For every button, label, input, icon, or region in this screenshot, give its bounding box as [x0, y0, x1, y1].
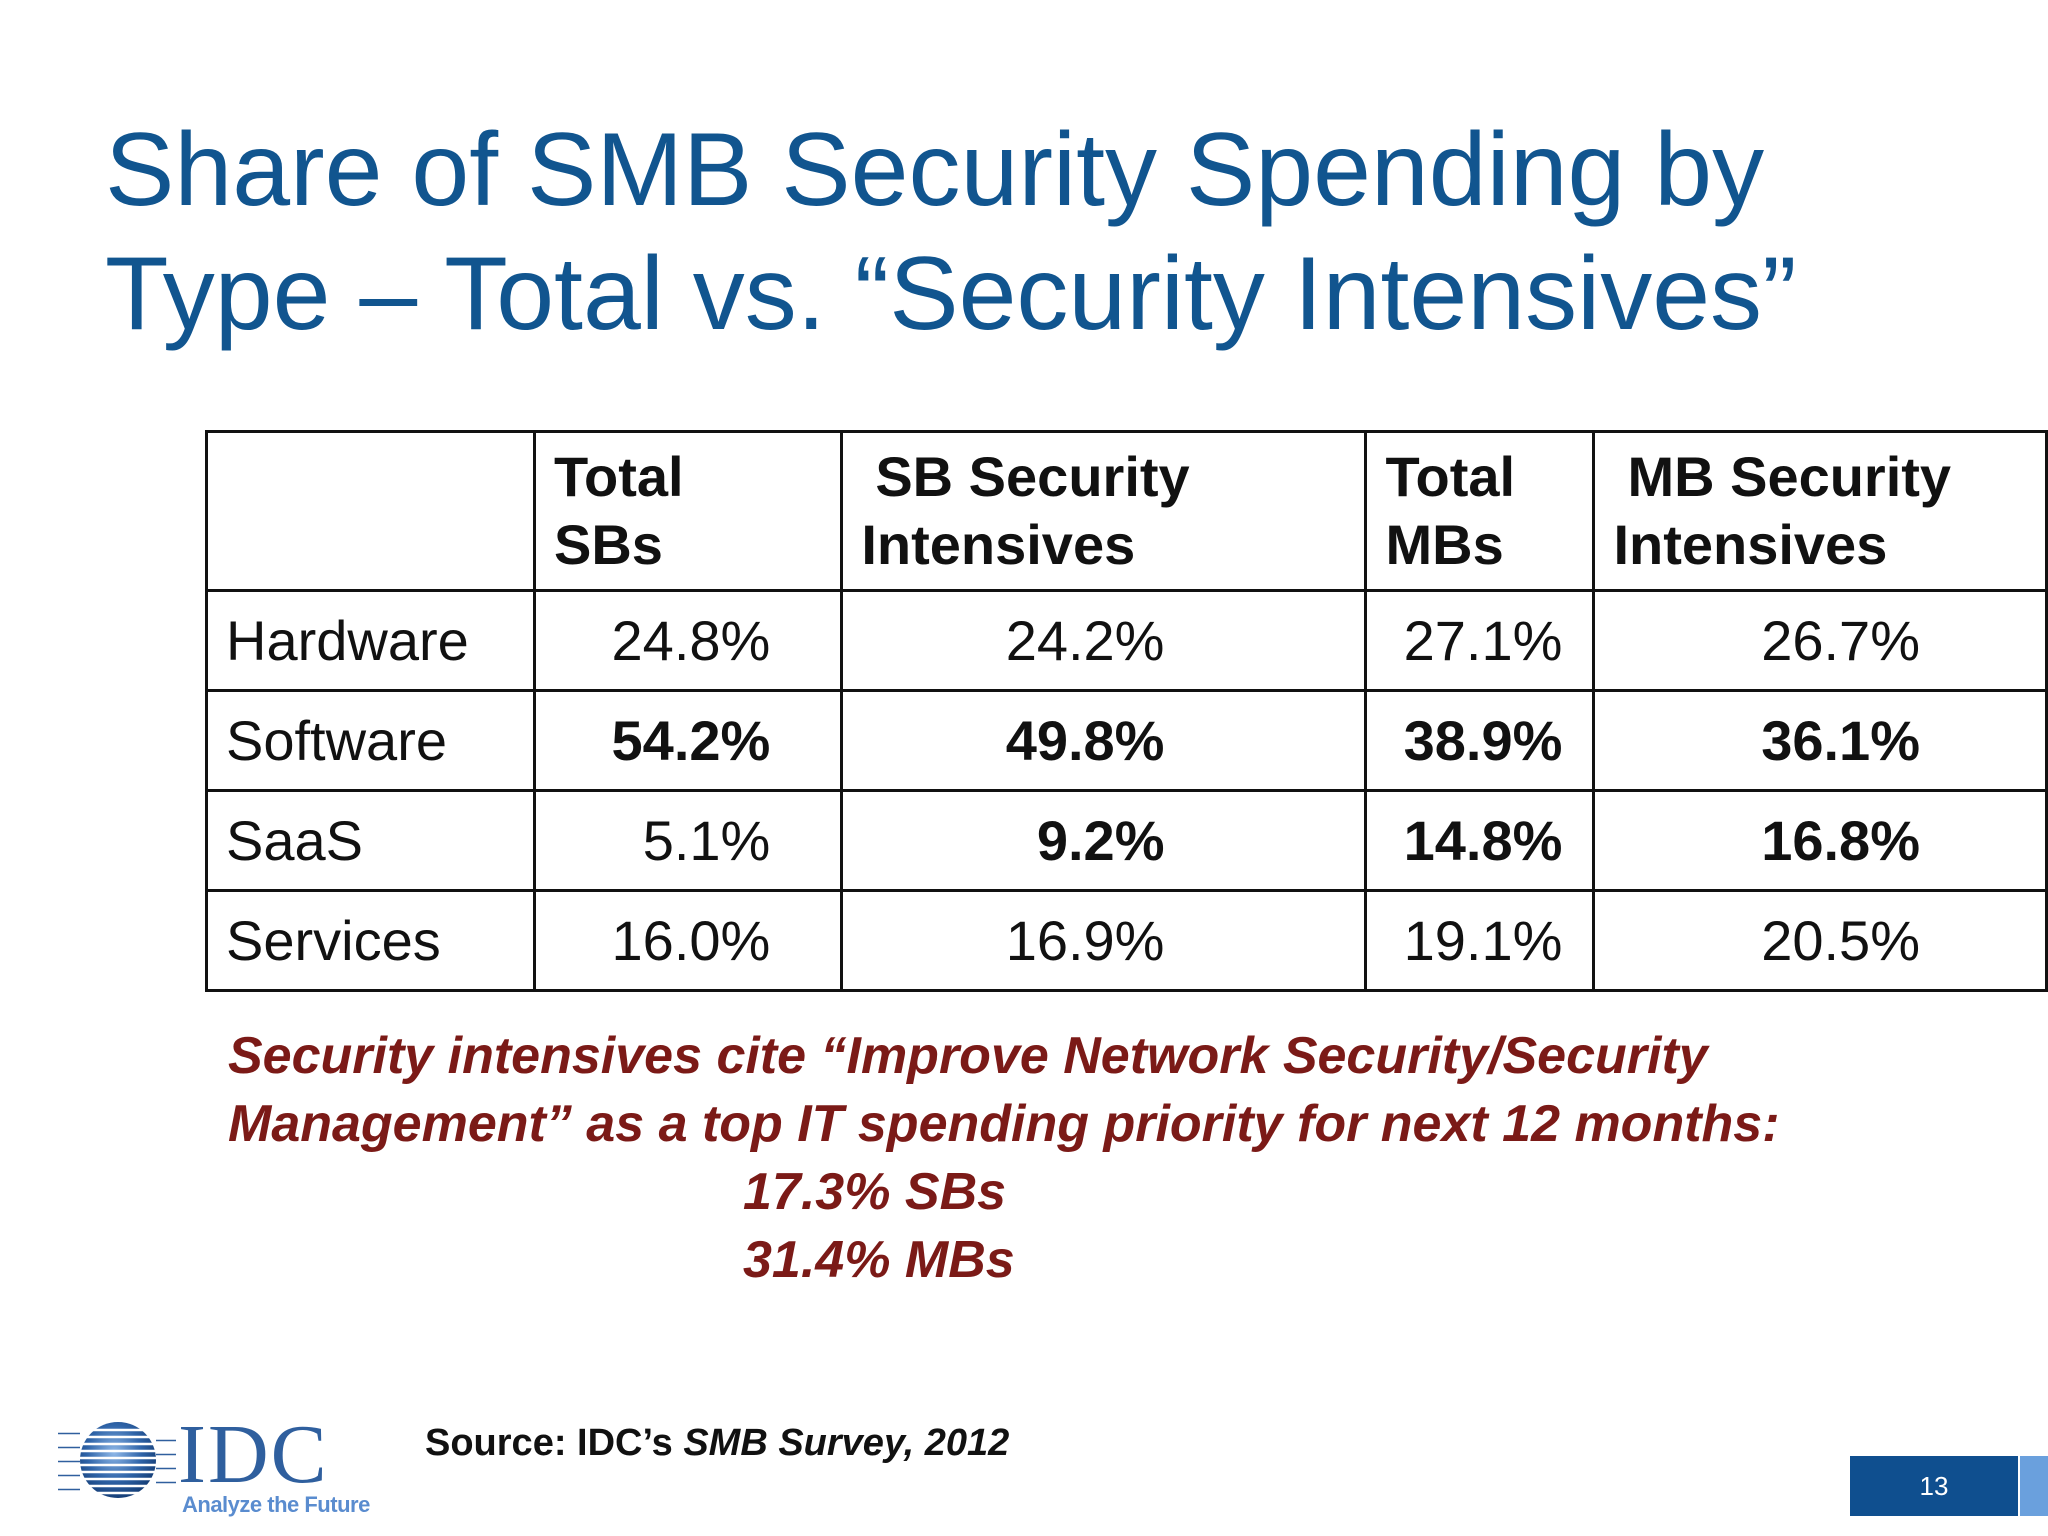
- cell-value: 38.9%: [1364, 689, 1596, 792]
- table-header-total-mbs: Total MBs: [1364, 430, 1596, 592]
- header-line: Total: [1385, 445, 1516, 508]
- header-line: MBs: [1385, 513, 1504, 576]
- table-header-row: Total SBs SB Security Intensives Total M…: [205, 430, 2048, 592]
- header-line: Intensives: [861, 513, 1136, 576]
- source-prefix: Source: IDC’s: [425, 1422, 684, 1464]
- title-line-1: Share of SMB Security Spending by: [105, 112, 1765, 228]
- globe-icon: [58, 1422, 176, 1498]
- cell-value: 16.8%: [1592, 789, 2048, 892]
- callout-note: Security intensives cite “Improve Networ…: [228, 1022, 1988, 1294]
- row-label: Software: [205, 689, 536, 792]
- page-number: 13: [1850, 1456, 2018, 1516]
- page-number-accent: [2020, 1456, 2048, 1516]
- header-line: Intensives: [1613, 513, 1888, 576]
- note-line-4: 31.4% MBs: [743, 1231, 1015, 1289]
- source-title: SMB Survey, 2012: [683, 1422, 1010, 1464]
- table-row-hardware: Hardware 24.8% 24.2% 27.1% 26.7%: [205, 589, 2048, 692]
- table-header-blank: [205, 430, 536, 592]
- table-header-sb-security-intensives: SB Security Intensives: [840, 430, 1368, 592]
- row-label: SaaS: [205, 789, 536, 892]
- cell-value: 16.0%: [532, 889, 844, 992]
- cell-value: 16.9%: [840, 889, 1368, 992]
- table-row-saas: SaaS 5.1% 9.2% 14.8% 16.8%: [205, 789, 2048, 892]
- table-row-software: Software 54.2% 49.8% 38.9% 36.1%: [205, 689, 2048, 792]
- logo-wordmark: IDC: [178, 1408, 329, 1501]
- row-label: Services: [205, 889, 536, 992]
- note-line-3: 17.3% SBs: [743, 1163, 1007, 1221]
- cell-value: 14.8%: [1364, 789, 1596, 892]
- header-line: Total: [553, 445, 684, 508]
- cell-value: 27.1%: [1364, 589, 1596, 692]
- cell-value: 49.8%: [840, 689, 1368, 792]
- cell-value: 54.2%: [532, 689, 844, 792]
- note-line-2: Management” as a top IT spending priorit…: [228, 1095, 1780, 1153]
- cell-value: 36.1%: [1592, 689, 2048, 792]
- cell-value: 5.1%: [532, 789, 844, 892]
- table-header-mb-security-intensives: MB Security Intensives: [1592, 430, 2048, 592]
- row-label: Hardware: [205, 589, 536, 692]
- table-row-services: Services 16.0% 16.9% 19.1% 20.5%: [205, 889, 2048, 992]
- cell-value: 9.2%: [840, 789, 1368, 892]
- cell-value: 20.5%: [1592, 889, 2048, 992]
- header-line: SBs: [553, 513, 663, 576]
- title-line-2: Type – Total vs. “Security Intensives”: [105, 236, 1797, 352]
- table-header-total-sbs: Total SBs: [532, 430, 844, 592]
- idc-logo: IDC Analyze the Future: [58, 1408, 378, 1522]
- source-citation: Source: IDC’s SMB Survey, 2012: [425, 1422, 1009, 1465]
- cell-value: 26.7%: [1592, 589, 2048, 692]
- note-line-1: Security intensives cite “Improve Networ…: [228, 1027, 1708, 1085]
- logo-tagline: Analyze the Future: [182, 1492, 370, 1517]
- header-line: SB Security: [875, 445, 1190, 508]
- cell-value: 24.2%: [840, 589, 1368, 692]
- cell-value: 19.1%: [1364, 889, 1596, 992]
- slide-title: Share of SMB Security Spending by Type –…: [105, 108, 1905, 356]
- cell-value: 24.8%: [532, 589, 844, 692]
- spending-table: Total SBs SB Security Intensives Total M…: [205, 430, 2048, 992]
- header-line: MB Security: [1627, 445, 1952, 508]
